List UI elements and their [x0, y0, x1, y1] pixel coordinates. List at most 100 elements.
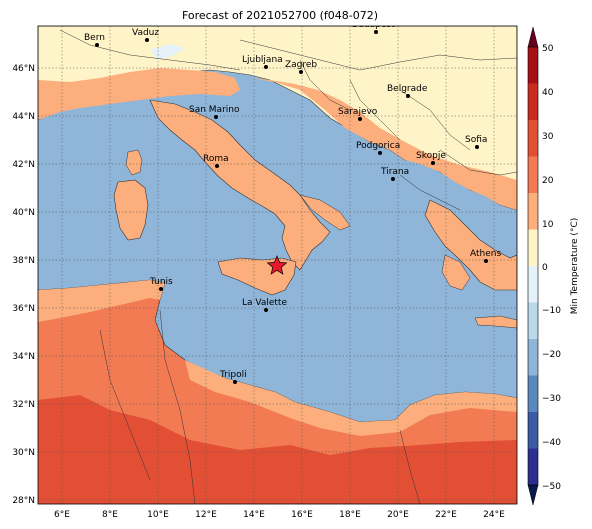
- y-tick: 30°N: [12, 448, 35, 458]
- colorbar: 50 40 30 20 10 0 −10 −20 −30 −40 −50 Min…: [527, 26, 580, 506]
- y-tick: 38°N: [12, 256, 35, 266]
- colorbar-band: [528, 339, 538, 376]
- location-star-icon: [266, 255, 288, 275]
- colorbar-tick: 20: [542, 176, 554, 186]
- city-layer: Bern Vaduz Budapest Ljubljana Zagreb Bel…: [84, 20, 501, 384]
- x-tick: 6°E: [54, 510, 70, 520]
- colorbar-band: [528, 302, 538, 340]
- y-tick: 42°N: [12, 160, 35, 170]
- city-label-sofia: Sofia: [465, 135, 487, 145]
- city-dot-podgorica: [378, 151, 382, 155]
- colorbar-tick: −20: [542, 350, 561, 360]
- colorbar-band: [528, 412, 538, 449]
- city-label-tunis: Tunis: [149, 277, 173, 287]
- city-label-tirana: Tirana: [380, 167, 409, 177]
- africa-hot-band: [38, 395, 517, 504]
- africa-coastal-strip: [38, 280, 165, 322]
- x-tick: 24°E: [483, 510, 505, 520]
- city-dot-sofia: [475, 145, 479, 149]
- country-borders: [59, 29, 517, 504]
- y-tick: 32°N: [12, 400, 35, 410]
- colorbar-tick: −40: [542, 438, 561, 448]
- colorbar-band: [528, 266, 538, 303]
- city-dot-ljubljana: [264, 65, 268, 69]
- city-dot-budapest: [374, 30, 378, 34]
- city-dot-vaduz: [145, 38, 149, 42]
- colorbar-band: [528, 83, 538, 121]
- city-label-zagreb: Zagreb: [285, 60, 317, 70]
- crete: [474, 315, 517, 329]
- x-tick: 10°E: [147, 510, 169, 520]
- city-label-ljubljana: Ljubljana: [242, 55, 283, 65]
- colorbar-extend-max: [527, 26, 539, 48]
- colorbar-band: [528, 448, 538, 486]
- italy-peninsula: [149, 99, 331, 271]
- city-label-la-valette: La Valette: [242, 298, 287, 308]
- y-tick: 40°N: [12, 208, 35, 218]
- sardinia: [113, 179, 149, 241]
- city-label-sarajevo: Sarajevo: [338, 107, 378, 117]
- colorbar-band: [528, 193, 538, 230]
- colorbar-tick: −50: [542, 482, 561, 492]
- x-axis-ticks: 6°E 8°E 10°E 12°E 14°E 16°E 18°E 20°E 22…: [54, 510, 505, 520]
- city-label-budapest: Budapest: [352, 20, 395, 30]
- x-tick: 8°E: [102, 510, 118, 520]
- city-dot-skopje: [431, 161, 435, 165]
- colorbar-tick: −10: [542, 306, 561, 316]
- city-dot-belgrade: [406, 94, 410, 98]
- city-dot-la-valette: [264, 308, 268, 312]
- map-title: Forecast of 2021052700 (f048-072): [182, 9, 378, 22]
- y-tick: 46°N: [12, 64, 35, 74]
- city-dot-athens: [484, 259, 488, 263]
- map-panel: Bern Vaduz Budapest Ljubljana Zagreb Bel…: [38, 20, 517, 504]
- colorbar-tick: 50: [542, 44, 554, 54]
- colorbar-band: [528, 47, 538, 84]
- peloponnese: [441, 254, 471, 291]
- city-dot-sarajevo: [358, 117, 362, 121]
- lake-area: [150, 44, 185, 60]
- city-label-athens: Athens: [470, 249, 501, 259]
- colorbar-tick: 30: [542, 132, 554, 142]
- colorbar-label: Min Temperature (°C): [570, 218, 580, 315]
- city-dot-zagreb: [299, 70, 303, 74]
- colorbar-tick: 0: [542, 263, 548, 273]
- colorbar-extend-min: [527, 484, 539, 506]
- x-tick: 12°E: [195, 510, 217, 520]
- y-tick: 28°N: [12, 496, 35, 506]
- colorbar-band: [528, 156, 538, 194]
- y-tick: 36°N: [12, 304, 35, 314]
- city-label-tripoli: Tripoli: [219, 370, 247, 380]
- colorbar-frame: [527, 46, 539, 486]
- colorbar-band: [528, 120, 538, 157]
- x-tick: 22°E: [435, 510, 457, 520]
- po-valley-warm: [38, 68, 240, 120]
- colorbar-bands: [527, 26, 539, 506]
- x-tick: 14°E: [243, 510, 265, 520]
- city-label-bern: Bern: [84, 33, 105, 43]
- x-tick: 18°E: [339, 510, 361, 520]
- city-label-belgrade: Belgrade: [387, 84, 428, 94]
- city-dot-tripoli: [233, 380, 237, 384]
- libya-coast-strip: [185, 360, 517, 436]
- corsica: [125, 149, 143, 176]
- city-dot-tirana: [391, 177, 395, 181]
- x-tick: 16°E: [291, 510, 313, 520]
- city-label-skopje: Skopje: [416, 151, 446, 161]
- colorbar-tick: 40: [542, 88, 554, 98]
- colorbar-tick: 10: [542, 220, 554, 230]
- y-axis-ticks: 46°N 44°N 42°N 40°N 38°N 36°N 34°N 32°N …: [12, 64, 35, 506]
- colorbar-tick: −30: [542, 394, 561, 404]
- balkan-warm-coast: [250, 78, 517, 210]
- y-tick: 44°N: [12, 112, 35, 122]
- x-tick: 20°E: [387, 510, 409, 520]
- city-label-vaduz: Vaduz: [132, 28, 159, 38]
- colorbar-band: [528, 229, 538, 267]
- city-label-san-marino: San Marino: [189, 105, 240, 115]
- colorbar-ticks: 50 40 30 20 10 0 −10 −20 −30 −40 −50: [542, 44, 561, 492]
- city-dot-tunis: [159, 287, 163, 291]
- city-dot-roma: [215, 164, 219, 168]
- city-dot-bern: [95, 43, 99, 47]
- city-label-roma: Roma: [203, 154, 229, 164]
- y-tick: 34°N: [12, 352, 35, 362]
